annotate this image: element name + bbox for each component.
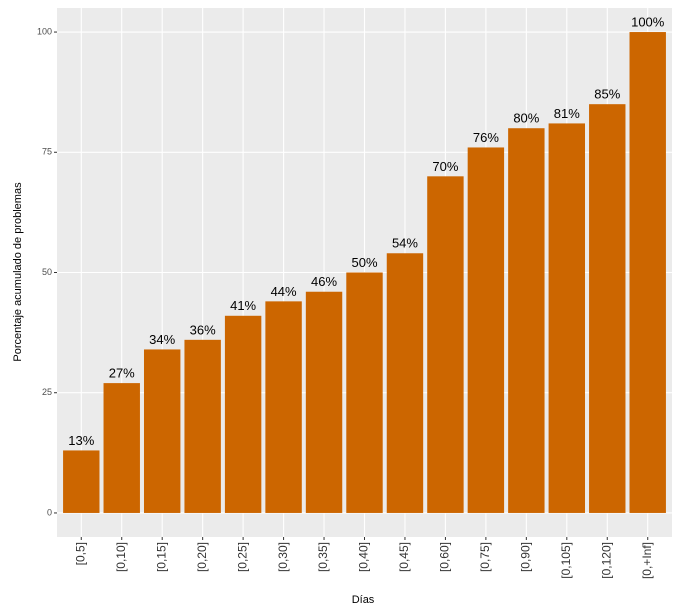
value-label: 44% <box>271 284 297 299</box>
x-tick-label: [0,60] <box>438 542 452 572</box>
y-tick-label: 0 <box>47 507 52 517</box>
x-tick-label: [0,120] <box>599 542 613 579</box>
value-label: 85% <box>594 87 620 102</box>
x-tick-label: [0,45] <box>397 542 411 572</box>
value-label: 50% <box>351 255 377 270</box>
bar <box>103 383 140 513</box>
x-tick-label: [0,15] <box>154 542 168 572</box>
bar <box>184 339 221 513</box>
x-tick-label: [0,25] <box>235 542 249 572</box>
value-label: 70% <box>432 159 458 174</box>
bar <box>265 301 302 513</box>
value-label: 46% <box>311 274 337 289</box>
bar <box>224 315 262 513</box>
bar <box>508 128 545 513</box>
bar <box>305 291 343 513</box>
bar <box>386 253 424 513</box>
value-label: 80% <box>513 111 539 126</box>
x-axis-title: Días <box>352 594 375 606</box>
x-tick-label: [0,75] <box>478 542 492 572</box>
value-label: 27% <box>109 366 135 381</box>
x-tick-label: [0,10] <box>114 542 128 572</box>
bar <box>63 450 100 513</box>
y-tick-label: 25 <box>42 387 52 397</box>
x-tick-label: [0,40] <box>357 542 371 572</box>
y-tick-label: 50 <box>42 267 52 277</box>
bar <box>143 349 181 513</box>
x-tick-label: [0,+Inf] <box>640 542 654 579</box>
y-axis-title: Porcentaje acumulado de problemas <box>12 182 24 362</box>
bar <box>629 32 666 513</box>
x-tick-label: [0,30] <box>276 542 290 572</box>
value-label: 36% <box>190 322 216 337</box>
y-tick-label: 75 <box>42 147 52 157</box>
bar <box>589 104 626 513</box>
bar <box>346 272 383 513</box>
value-label: 41% <box>230 298 256 313</box>
bar <box>467 147 505 513</box>
x-tick-label: [0,20] <box>195 542 209 572</box>
value-label: 81% <box>554 106 580 121</box>
x-tick-label: [0,35] <box>316 542 330 572</box>
value-label: 34% <box>149 332 175 347</box>
x-tick-label: [0,5] <box>73 542 87 565</box>
value-label: 13% <box>68 433 94 448</box>
y-tick-label: 100 <box>37 26 52 36</box>
value-label: 54% <box>392 236 418 251</box>
x-tick-label: [0,105] <box>559 542 573 579</box>
value-label: 76% <box>473 130 499 145</box>
x-tick-label: [0,90] <box>519 542 533 572</box>
value-label: 100% <box>631 14 665 29</box>
bar <box>427 176 464 513</box>
bar <box>548 123 586 513</box>
